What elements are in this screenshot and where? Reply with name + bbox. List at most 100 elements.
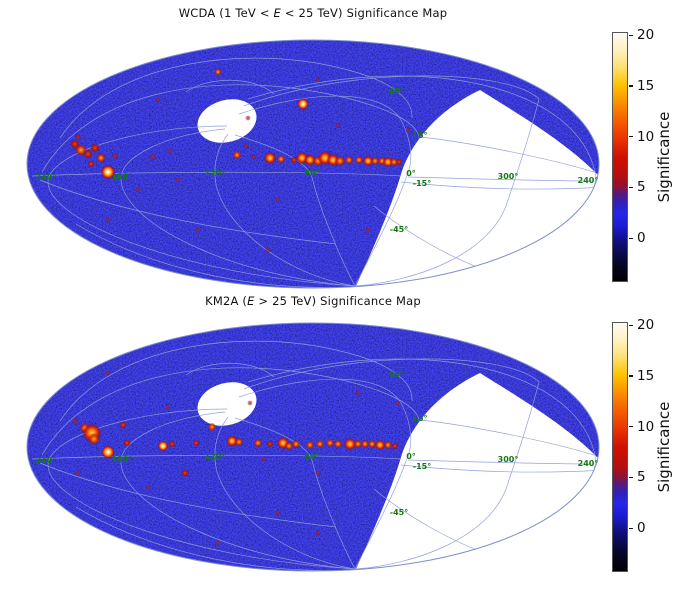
colorbar-wcda-gradient	[612, 32, 628, 282]
colorbar-tick-label: 20	[637, 317, 655, 334]
source-dot	[83, 149, 93, 159]
wcda-title-energy-symbol: E	[273, 6, 281, 20]
grid-label-180: 180°	[112, 172, 133, 181]
colorbar-wcda-axis-label: Significance	[655, 111, 673, 203]
km2a-title-pre: KM2A (	[205, 294, 248, 308]
source-dot	[374, 439, 386, 451]
colorbar-tick-mark	[629, 476, 633, 479]
source-dot	[354, 155, 364, 165]
wcda-sky-map: 240° 180° 120° 60° 0°-15° 300° 240° 45° 15° -45°	[18, 30, 608, 296]
source-dot	[242, 142, 250, 150]
source-dot	[168, 440, 176, 448]
source-dot	[325, 438, 335, 448]
source-dot	[315, 530, 321, 536]
source-dot	[389, 157, 399, 167]
colorbar-tick-mark	[629, 136, 633, 138]
source-dot	[365, 227, 371, 233]
grid-label--45: -45°	[390, 225, 408, 234]
source-dot	[123, 439, 131, 447]
source-dot	[87, 160, 95, 168]
colorbar-tick-label: 5	[637, 469, 646, 486]
wcda-sources	[70, 68, 411, 253]
colorbar-tick-mark	[629, 85, 633, 87]
source-dot	[263, 151, 277, 165]
grid-label-120: 120°	[205, 452, 226, 461]
source-dot	[215, 540, 221, 546]
source-dot	[395, 400, 401, 406]
source-dot	[232, 150, 242, 160]
source-dot	[253, 438, 263, 448]
source-dot	[207, 422, 217, 432]
grid-label-60: 60°	[304, 169, 319, 178]
grid-label-180: 180°	[112, 455, 133, 464]
source-dot	[265, 247, 271, 253]
colorbar-wcda: 20 15 10 5 0	[612, 27, 678, 282]
source-dot	[165, 405, 171, 411]
colorbar-km2a: 20 15 10 5 0	[612, 317, 678, 572]
km2a-title-energy-symbol: E	[247, 294, 255, 308]
source-dot	[333, 439, 343, 449]
source-dot	[334, 155, 346, 167]
source-dot	[149, 153, 157, 161]
source-dot	[304, 154, 316, 166]
grid-label--15: -15°	[413, 179, 431, 188]
source-dot	[175, 177, 181, 183]
grid-label-300: 300°	[498, 172, 519, 181]
colorbar-tick-label: 0	[637, 230, 646, 247]
colorbar-tick-label: 20	[637, 27, 655, 44]
source-dot	[367, 439, 377, 449]
source-dot	[275, 197, 281, 203]
colorbar-tick-label: 15	[637, 77, 655, 94]
source-dot	[284, 441, 294, 451]
source-dot	[226, 435, 238, 447]
source-dot	[100, 164, 116, 180]
colorbar-tick-label: 10	[637, 418, 655, 435]
source-dot	[290, 156, 298, 164]
source-dot	[370, 156, 380, 166]
km2a-sources	[71, 370, 401, 546]
colorbar-tick-mark	[629, 527, 633, 530]
km2a-grid-labels: 240° 180° 120° 60° 0°-15° 300° 240° 45° 15° -45°	[36, 370, 599, 517]
colorbar-km2a-axis-label: Significance	[655, 401, 673, 493]
colorbar-tick-mark	[629, 237, 633, 240]
source-dot	[167, 148, 173, 154]
source-dot	[275, 510, 281, 516]
source-dot	[234, 437, 244, 447]
source-dot	[291, 439, 301, 449]
source-dot	[111, 152, 119, 160]
grid-label-15: 15°	[412, 414, 427, 423]
colorbar-km2a-gradient	[612, 322, 628, 572]
source-dot	[88, 433, 100, 445]
colorbar-tick-mark	[629, 375, 633, 377]
source-dot	[214, 68, 222, 76]
grid-label-240: 240°	[36, 456, 57, 465]
source-dot	[90, 143, 100, 153]
km2a-title: KM2A (E > 25 TeV) Significance Map	[18, 294, 608, 308]
wcda-title-pre: WCDA (1 TeV <	[178, 6, 274, 20]
source-dot	[353, 439, 363, 449]
km2a-title-post: > 25 TeV) Significance Map	[254, 294, 421, 308]
colorbar-tick-mark	[629, 34, 633, 36]
grid-label--15: -15°	[413, 462, 431, 471]
grid-label-45: 45°	[388, 87, 403, 96]
grid-label-60: 60°	[304, 452, 319, 461]
wcda-title-post: < 25 TeV) Significance Map	[280, 6, 448, 20]
grid-label-300: 300°	[498, 455, 519, 464]
grid-label-120: 120°	[205, 169, 226, 178]
source-dot	[96, 153, 106, 163]
source-dot	[74, 133, 82, 141]
source-dot	[145, 485, 151, 491]
source-dot	[395, 158, 403, 166]
grid-label--45: -45°	[390, 508, 408, 517]
source-dot	[305, 440, 315, 450]
km2a-sky-map: 240° 180° 120° 60° 0°-15° 300° 240° 45° 15° -45°	[18, 313, 608, 579]
grid-label-15: 15°	[412, 131, 427, 140]
source-dot	[362, 155, 374, 167]
source-dot	[105, 217, 111, 223]
source-dot	[101, 445, 115, 459]
source-dot	[391, 442, 399, 450]
colorbar-tick-label: 15	[637, 367, 655, 384]
source-dot	[315, 77, 321, 83]
wcda-title: WCDA (1 TeV < E < 25 TeV) Significance M…	[18, 6, 608, 20]
grid-label-240: 240°	[578, 176, 599, 185]
